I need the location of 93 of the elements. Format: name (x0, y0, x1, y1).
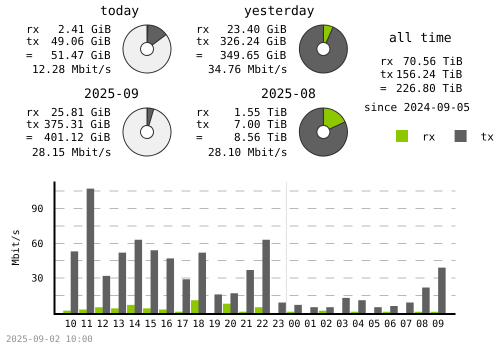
text: 34.76 Mbit/s (208, 63, 288, 76)
text: tx 156.24 TiB (380, 68, 463, 81)
bar (214, 294, 222, 313)
x-tick-label: 10 (64, 319, 77, 330)
x-tick-label: 05 (368, 319, 380, 330)
text: 28.15 Mbit/s (32, 146, 112, 159)
text: tx 7.00 TiB (196, 118, 287, 131)
x-tick-label: 18 (192, 319, 205, 330)
bar (198, 252, 206, 313)
x-tick-label: 19 (208, 319, 220, 330)
bar (230, 293, 238, 313)
bar (95, 307, 103, 313)
text: = 401.12 GiB (26, 131, 111, 144)
donut-slice (122, 107, 172, 156)
text: tx 49.06 GiB (26, 35, 111, 48)
x-tick-label: 15 (144, 319, 157, 330)
bar (166, 258, 174, 313)
text: tx 326.24 GiB (196, 35, 287, 48)
donut-slice (122, 24, 172, 74)
x-tick-label: 23 (272, 319, 284, 330)
x-tick-label: 01 (304, 319, 316, 330)
text: rx 25.81 GiB (26, 106, 111, 119)
bar (86, 188, 94, 313)
bar (326, 307, 334, 313)
bar (134, 240, 142, 313)
text: 2025-09-02 10:00 (6, 335, 93, 345)
x-tick-label: 17 (176, 319, 189, 330)
bar (127, 304, 135, 313)
text: rx 2.41 GiB (26, 23, 111, 36)
bar (190, 300, 198, 313)
bar (150, 250, 158, 313)
x-tick-label: 12 (96, 319, 109, 330)
text: 12.28 Mbit/s (32, 63, 112, 76)
x-tick-label: 03 (336, 319, 348, 330)
chart-title: today (100, 4, 140, 19)
bar (422, 287, 430, 313)
text: = 349.65 GiB (196, 49, 286, 62)
text: rx 1.55 TiB (196, 106, 287, 119)
x-tick-label: 00 (288, 319, 300, 330)
x-tick-label: 16 (160, 319, 173, 330)
x-tick-label: 09 (432, 319, 444, 330)
bar (342, 298, 350, 313)
chart-title: 2025-09 (84, 87, 139, 102)
text: tx 375.31 GiB (26, 118, 111, 131)
text: = 51.47 GiB (26, 49, 111, 62)
bar (278, 302, 286, 313)
y-axis-title: Mbit/s (10, 229, 22, 266)
donut-slice (298, 24, 348, 74)
legend-label: tx (480, 130, 494, 144)
text: = 226.80 TiB (380, 82, 463, 95)
bar (159, 310, 167, 313)
bar (246, 270, 254, 313)
x-tick-label: 07 (400, 319, 412, 330)
text: since 2024-09-05 (364, 101, 470, 114)
bar (438, 268, 446, 313)
bar (70, 251, 78, 313)
text: all time (389, 31, 452, 46)
bar (182, 279, 190, 313)
chart-title: yesterday (244, 4, 315, 19)
x-tick-label: 14 (128, 319, 141, 330)
bar (111, 308, 119, 313)
donut-slice (298, 107, 348, 156)
y-tick-label: 30 (31, 274, 44, 285)
legend-label: rx (422, 130, 436, 144)
x-tick-label: 20 (224, 319, 236, 330)
bar (254, 307, 262, 313)
bar (79, 310, 87, 313)
bar (294, 304, 302, 313)
bar (262, 240, 270, 313)
x-tick-label: 11 (80, 319, 93, 330)
x-tick-label: 06 (384, 319, 396, 330)
x-tick-label: 08 (416, 319, 428, 330)
y-tick-label: 60 (31, 238, 44, 250)
x-tick-label: 21 (240, 319, 252, 330)
chart-title: 2025-08 (261, 87, 316, 102)
x-tick-label: 13 (112, 319, 125, 330)
x-tick-label: 02 (320, 319, 332, 330)
bar (222, 304, 230, 313)
text: rx 23.40 GiB (196, 23, 287, 36)
bar (374, 307, 382, 313)
bar (390, 306, 398, 313)
bar (358, 300, 366, 313)
bar (406, 302, 414, 313)
bar (102, 276, 110, 313)
bar (310, 307, 318, 313)
x-tick-label: 22 (256, 319, 268, 330)
text: 28.10 Mbit/s (208, 146, 288, 159)
y-tick-label: 90 (31, 204, 44, 215)
x-tick-label: 04 (352, 319, 364, 330)
text: rx 70.56 TiB (380, 55, 463, 68)
bar (118, 252, 126, 313)
bar (143, 308, 151, 313)
text: = 8.56 TiB (196, 131, 287, 144)
